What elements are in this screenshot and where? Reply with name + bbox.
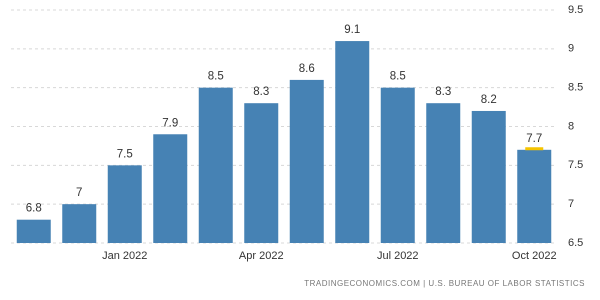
bar (471, 110, 506, 243)
value-label: 8.5 (208, 71, 224, 83)
bar (16, 219, 51, 243)
y-tick-label: 8 (568, 120, 574, 132)
bar (335, 41, 370, 243)
value-label: 7 (76, 187, 82, 199)
value-label: 8.2 (481, 94, 497, 106)
value-label: 7.9 (162, 117, 178, 129)
value-label: 8.6 (299, 63, 315, 75)
value-label: 7.5 (117, 148, 133, 160)
value-label: 7.7 (526, 133, 542, 145)
y-tick-label: 7 (568, 198, 574, 210)
bar (62, 204, 97, 243)
value-label: 8.3 (253, 86, 269, 98)
bar (380, 87, 415, 244)
y-tick-label: 9.5 (568, 4, 583, 16)
bar (198, 87, 233, 244)
bar (153, 134, 188, 243)
bar (426, 103, 461, 243)
value-label: 6.8 (26, 203, 42, 215)
x-tick-label: Apr 2022 (239, 250, 284, 262)
bar (517, 149, 552, 243)
bar (107, 165, 142, 243)
x-tick-label: Oct 2022 (512, 250, 557, 262)
value-label: 9.1 (344, 24, 360, 36)
x-tick-label: Jul 2022 (377, 250, 419, 262)
y-tick-label: 9 (568, 43, 574, 55)
bar (289, 79, 324, 244)
bar (244, 103, 279, 243)
y-tick-label: 6.5 (568, 237, 583, 249)
y-tick-label: 7.5 (568, 159, 583, 171)
x-tick-label: Jan 2022 (102, 250, 147, 262)
y-tick-label: 8.5 (568, 82, 583, 94)
source-note: TRADINGECONOMICS.COM | U.S. BUREAU OF LA… (304, 279, 585, 288)
value-label: 8.3 (435, 86, 451, 98)
value-label: 8.5 (390, 71, 406, 83)
